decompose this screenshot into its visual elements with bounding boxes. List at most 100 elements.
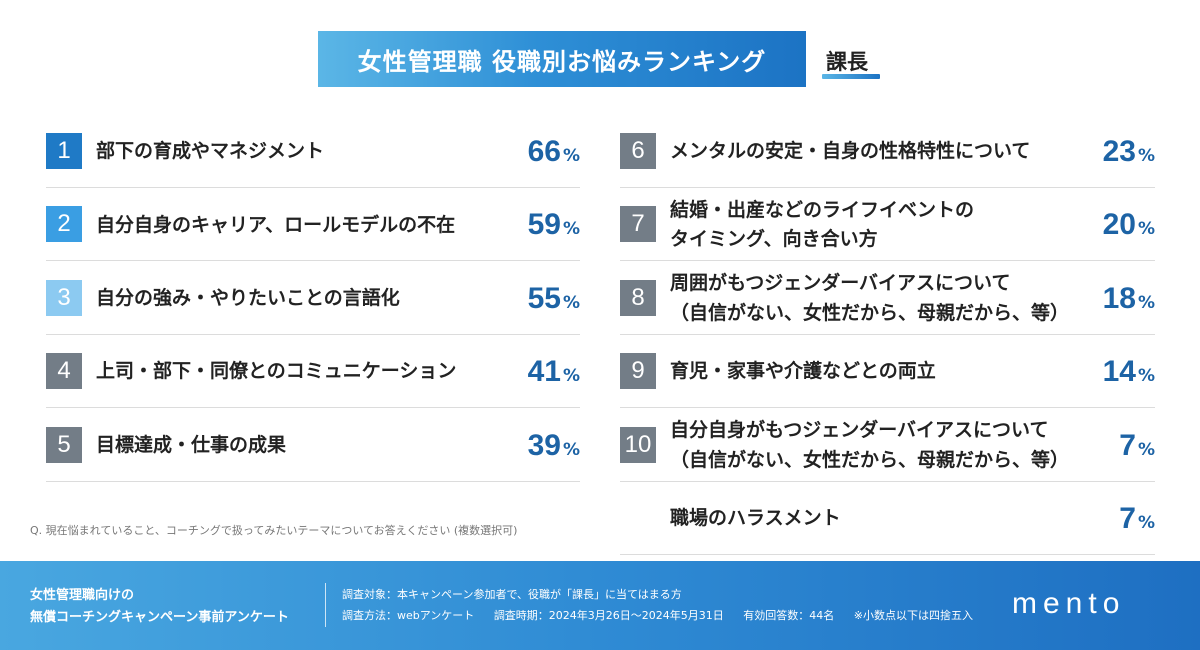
rank-label-line: タイミング、向き合い方 [670, 228, 878, 251]
survey-name-line2: 無償コーチングキャンペーン事前アンケート [30, 610, 289, 626]
rank-label: 上司・部下・同僚とのコミュニケーション [96, 336, 456, 408]
row-divider [620, 187, 1155, 188]
rank-number-badge: 2 [46, 206, 82, 243]
rank-label: 自分自身のキャリア、ロールモデルの不在 [96, 189, 455, 261]
rank-label: 育児・家事や介護などとの両立 [670, 336, 936, 408]
rank-label-line: 周囲がもつジェンダーバイアスについて [670, 272, 1011, 295]
rank-row: 7 結婚・出産などのライフイベントの タイミング、向き合い方 20% [620, 189, 1155, 262]
rank-number-badge: 1 [46, 133, 82, 169]
survey-period: 調査時期：2024年3月26日〜2024年5月31日 [493, 608, 724, 622]
rank-row: 6 メンタルの安定・自身の性格特性について 23% [620, 116, 1155, 188]
rank-percentage: 39% [528, 410, 580, 482]
survey-target: 調査対象：本キャンペーン参加者で、役職が「課長」に当てはまる方 [342, 588, 682, 601]
percent-unit: % [562, 366, 580, 387]
percent-unit: % [1137, 513, 1155, 533]
rank-label-line: メンタルの安定・自身の性格特性について [670, 140, 1031, 163]
percent-unit: % [1137, 292, 1155, 313]
percent-unit: % [1137, 439, 1155, 460]
row-divider [620, 554, 1155, 555]
rank-row: 職場のハラスメント 7% [620, 483, 1155, 555]
rank-label-line: 育児・家事や介護などとの両立 [670, 360, 936, 383]
rank-percentage: 7% [1119, 410, 1155, 482]
role-underline [822, 74, 880, 79]
rank-label: 結婚・出産などのライフイベントの タイミング、向き合い方 [670, 189, 974, 261]
rank-number-badge: 5 [46, 426, 82, 463]
row-divider [620, 407, 1155, 409]
percent-unit: % [1137, 366, 1155, 387]
rank-label: 自分自身がもつジェンダーバイアスについて （自信がない、女性だから、母親だから、等… [670, 410, 1069, 482]
rank-label-line: 職場のハラスメント [670, 507, 841, 530]
role-label: 課長 [826, 50, 868, 74]
rank-percentage: 23% [1103, 116, 1155, 188]
row-divider [46, 187, 580, 188]
rank-percentage: 7% [1119, 483, 1155, 555]
percent-unit: % [562, 146, 580, 166]
row-divider [46, 333, 580, 335]
percentage-value: 7 [1119, 428, 1136, 462]
rank-label-line: 部下の育成やマネジメント [96, 140, 325, 163]
rank-number-badge: 7 [620, 206, 656, 243]
rank-label: 部下の育成やマネジメント [96, 116, 324, 188]
rank-label-line: 目標達成・仕事の成果 [96, 433, 287, 456]
percent-unit: % [562, 439, 580, 460]
rank-percentage: 20% [1103, 189, 1155, 261]
percent-unit: % [562, 292, 580, 313]
rank-percentage: 66% [528, 116, 580, 188]
survey-name: 女性管理職向けの 無償コーチングキャンペーン事前アンケート [30, 585, 289, 629]
rank-row: 5 目標達成・仕事の成果 39% [46, 410, 580, 482]
rank-label-line: 自分自身がもつジェンダーバイアスについて [670, 419, 1049, 442]
percent-unit: % [1137, 146, 1155, 166]
percent-unit: % [562, 219, 580, 240]
percentage-value: 20 [1102, 208, 1136, 242]
rank-row: 8 周囲がもつジェンダーバイアスについて （自信がない、女性だから、母親だから、等）… [620, 263, 1155, 335]
survey-method: 調査方法：webアンケート [342, 608, 475, 622]
row-divider [46, 260, 580, 262]
survey-details: 調査対象：本キャンペーン参加者で、役職が「課長」に当てはまる方 調査方法：web… [342, 585, 989, 627]
row-divider [46, 480, 580, 482]
rank-label-line: （自信がない、女性だから、母親だから、等） [670, 448, 1070, 471]
rank-number-badge: 6 [620, 133, 656, 169]
rank-percentage: 41% [528, 336, 580, 408]
rank-label-line: 自分自身のキャリア、ロールモデルの不在 [96, 213, 456, 236]
rank-number-badge: 4 [46, 353, 82, 390]
percentage-value: 14 [1102, 355, 1136, 389]
survey-name-line1: 女性管理職向けの [30, 588, 135, 603]
percentage-value: 7 [1119, 502, 1136, 535]
mento-logo: mento [1012, 587, 1126, 620]
rank-label: 自分の強み・やりたいことの言語化 [96, 263, 400, 335]
rank-percentage: 55% [528, 263, 580, 335]
rank-label: メンタルの安定・自身の性格特性について [670, 116, 1030, 188]
rank-label: 周囲がもつジェンダーバイアスについて （自信がない、女性だから、母親だから、等） [670, 263, 1069, 335]
percentage-value: 23 [1102, 135, 1136, 168]
survey-question: Q. 現在悩まれていること、コーチングで扱ってみたいテーマについてお答えください… [30, 524, 518, 537]
rounding-note: ※小数点以下は四捨五入 [853, 608, 974, 622]
rank-label: 目標達成・仕事の成果 [96, 410, 286, 482]
survey-meta-row: 調査方法：webアンケート 調査時期：2024年3月26日〜2024年5月31日… [342, 606, 989, 627]
percentage-value: 59 [527, 208, 561, 242]
percentage-value: 55 [527, 281, 561, 315]
rank-percentage: 59% [528, 189, 580, 261]
percentage-value: 18 [1102, 281, 1136, 315]
rank-row: 2 自分自身のキャリア、ロールモデルの不在 59% [46, 189, 580, 262]
row-divider [620, 480, 1155, 482]
rank-number-badge: 8 [620, 279, 656, 316]
percentage-value: 41 [527, 355, 561, 389]
row-divider [620, 260, 1155, 262]
rank-number-badge: 10 [620, 426, 656, 463]
rank-row: 9 育児・家事や介護などとの両立 14% [620, 336, 1155, 409]
rank-row: 10 自分自身がもつジェンダーバイアスについて （自信がない、女性だから、母親だから… [620, 410, 1155, 482]
row-divider [620, 333, 1155, 335]
rank-row: 4 上司・部下・同僚とのコミュニケーション 41% [46, 336, 580, 409]
rank-number-badge: 9 [620, 353, 656, 390]
rank-label-line: 結婚・出産などのライフイベントの [670, 198, 975, 221]
rank-label-line: （自信がない、女性だから、母親だから、等） [670, 301, 1070, 324]
footer-banner: 女性管理職向けの 無償コーチングキャンペーン事前アンケート 調査対象：本キャンペ… [0, 561, 1200, 650]
rank-percentage: 14% [1103, 336, 1155, 408]
percentage-value: 66 [527, 135, 561, 168]
rank-percentage: 18% [1103, 263, 1155, 335]
survey-responses: 有効回答数：44名 [743, 608, 835, 622]
rank-row: 3 自分の強み・やりたいことの言語化 55% [46, 263, 580, 335]
rank-label-line: 自分の強み・やりたいことの言語化 [96, 287, 400, 310]
rank-label-line: 上司・部下・同僚とのコミュニケーション [96, 360, 457, 383]
percentage-value: 39 [527, 428, 561, 462]
